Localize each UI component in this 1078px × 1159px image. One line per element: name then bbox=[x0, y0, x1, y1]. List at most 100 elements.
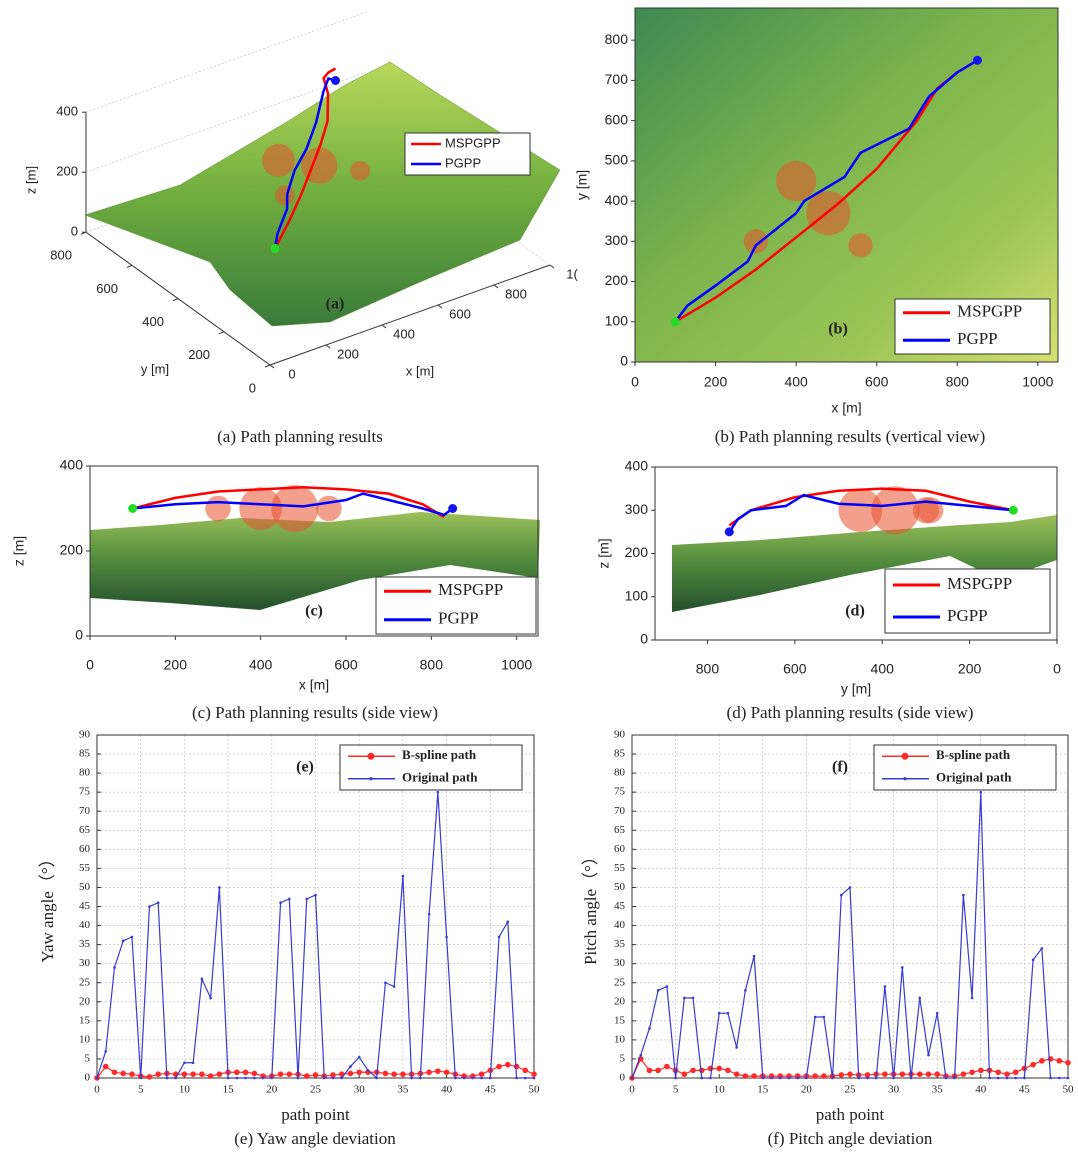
series-marker bbox=[926, 1071, 932, 1077]
z-tick-label: 0 bbox=[71, 224, 78, 239]
y-tick-label: 80 bbox=[614, 767, 626, 779]
x-tick-label: 40 bbox=[441, 1084, 453, 1096]
series-marker bbox=[1067, 1077, 1070, 1080]
series-marker bbox=[445, 936, 448, 939]
series-marker bbox=[506, 920, 509, 923]
series-marker bbox=[323, 1077, 326, 1080]
series-marker bbox=[857, 1077, 860, 1080]
series-marker bbox=[437, 791, 440, 794]
series-marker bbox=[332, 1077, 335, 1080]
legend-label: B-spline path bbox=[936, 747, 1011, 762]
y-axis-label: Pitch angle（°） bbox=[581, 848, 600, 965]
series-marker bbox=[647, 1068, 653, 1074]
series-marker bbox=[192, 1061, 195, 1064]
series-marker bbox=[166, 1077, 169, 1080]
series-marker bbox=[882, 1071, 888, 1077]
y-tick-label: 500 bbox=[605, 152, 629, 168]
series-marker bbox=[812, 1073, 818, 1079]
figure: 02004006008001(02004006008000200400x [m]… bbox=[0, 0, 1078, 1159]
y-tick-label: 15 bbox=[79, 1014, 91, 1026]
y-tick-label: 200 bbox=[188, 347, 210, 362]
legend-label: MSPGPP bbox=[445, 135, 501, 150]
y-axis-label: Yaw angle（°） bbox=[38, 850, 57, 962]
legend-marker bbox=[369, 777, 372, 780]
legend-label: Original path bbox=[402, 770, 478, 785]
series-marker bbox=[692, 997, 695, 1000]
legend-marker bbox=[902, 753, 909, 760]
x-tick-label: 25 bbox=[845, 1084, 857, 1096]
legend-label: B-spline path bbox=[402, 747, 477, 762]
series-marker bbox=[751, 1073, 757, 1079]
x-axis-label: x [m] bbox=[831, 400, 861, 416]
y-tick-label: 100 bbox=[625, 587, 649, 603]
series-marker bbox=[279, 901, 282, 904]
series-marker bbox=[435, 1068, 441, 1074]
x-tick-label: 50 bbox=[529, 1084, 541, 1096]
goal-point bbox=[448, 504, 457, 513]
panel-label: (d) bbox=[845, 603, 865, 620]
x-tick-label: 0 bbox=[629, 1084, 635, 1096]
caption: (e) Yaw angle deviation bbox=[234, 1129, 396, 1148]
series-marker bbox=[304, 1073, 310, 1079]
legend-label: MSPGPP bbox=[438, 580, 503, 599]
x-tick-label: 45 bbox=[485, 1084, 497, 1096]
x-tick-mark bbox=[270, 365, 274, 368]
series-marker bbox=[236, 1077, 239, 1080]
y-tick-label: 75 bbox=[79, 786, 91, 798]
series-marker bbox=[980, 791, 983, 794]
series-marker bbox=[1049, 1077, 1052, 1080]
y-tick-label: 400 bbox=[625, 458, 649, 474]
obstacle bbox=[776, 161, 816, 201]
series-marker bbox=[847, 1071, 853, 1077]
series-marker bbox=[489, 1077, 492, 1080]
series-marker bbox=[103, 1064, 109, 1070]
x-tick-label: 0 bbox=[1053, 661, 1061, 677]
legend-marker bbox=[903, 777, 906, 780]
z-tick-label: 400 bbox=[56, 104, 78, 119]
series-marker bbox=[927, 1054, 930, 1057]
x-tick-mark bbox=[550, 265, 554, 268]
y-tick-label: 0 bbox=[75, 627, 83, 643]
y-tick-label: 200 bbox=[605, 272, 629, 288]
x-tick-label: 200 bbox=[704, 374, 728, 390]
y-tick-label: 60 bbox=[79, 843, 91, 855]
x-tick-label: 5 bbox=[138, 1084, 144, 1096]
series-marker bbox=[1014, 1077, 1017, 1080]
y-tick-label: 35 bbox=[79, 938, 91, 950]
x-tick-label: 1000 bbox=[1022, 374, 1053, 390]
panel-label: (a) bbox=[326, 296, 345, 313]
series-marker bbox=[699, 1068, 705, 1074]
series-marker bbox=[682, 1071, 688, 1077]
series-marker bbox=[496, 1064, 502, 1070]
x-tick-label: 600 bbox=[334, 657, 358, 673]
series-marker bbox=[426, 1069, 432, 1075]
y-tick-label: 800 bbox=[50, 248, 72, 263]
x-tick-label: 10 bbox=[179, 1084, 191, 1096]
series-marker bbox=[744, 989, 747, 992]
series-marker bbox=[252, 1071, 258, 1077]
series-marker bbox=[901, 966, 904, 969]
series-marker bbox=[823, 1016, 826, 1019]
legend-label: PGPP bbox=[445, 155, 481, 170]
x-tick-label: 15 bbox=[757, 1084, 769, 1096]
series-marker bbox=[735, 1046, 738, 1049]
x-tick-label: 0 bbox=[288, 366, 295, 381]
y-tick-label: 80 bbox=[79, 767, 91, 779]
series-marker bbox=[288, 898, 291, 901]
series-marker bbox=[934, 1071, 940, 1077]
x-tick-label: 25 bbox=[310, 1084, 322, 1096]
x-tick-mark bbox=[382, 325, 386, 328]
y-tick-label: 600 bbox=[605, 111, 629, 127]
y-tick-label: 15 bbox=[614, 1014, 626, 1026]
x-tick-label: 30 bbox=[888, 1084, 900, 1096]
legend-label: PGPP bbox=[438, 609, 479, 628]
series-marker bbox=[383, 1071, 389, 1077]
x-tick-label: 50 bbox=[1063, 1084, 1075, 1096]
caption: (d) Path planning results (side view) bbox=[727, 703, 974, 722]
series-marker bbox=[139, 1077, 142, 1080]
series-marker bbox=[120, 1071, 126, 1077]
series-marker bbox=[762, 1077, 765, 1080]
series-marker bbox=[375, 1077, 378, 1080]
series-marker bbox=[945, 1077, 948, 1080]
series-marker bbox=[831, 1077, 834, 1080]
